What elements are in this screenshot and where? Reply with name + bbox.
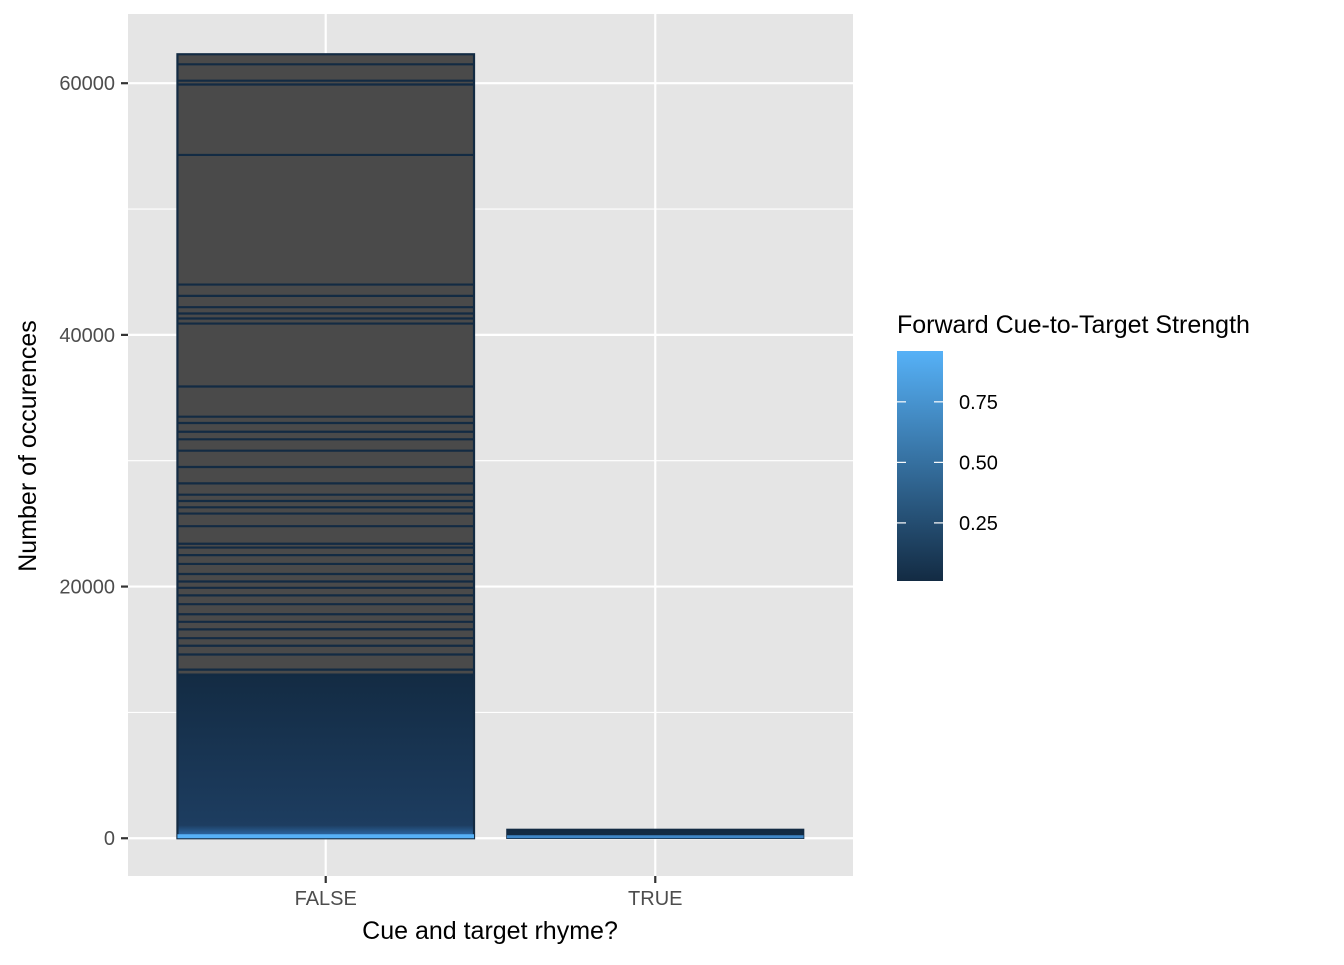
y-tick-label-3: 60000 [59, 73, 115, 95]
y-tick-label-0: 0 [104, 828, 115, 850]
bar-false-gradient-region [177, 674, 475, 839]
bar-false-base-segment [177, 834, 475, 839]
y-tick-label-2: 40000 [59, 325, 115, 347]
x-tick-label-false: FALSE [295, 888, 357, 910]
x-tick-label-true: TRUE [628, 888, 682, 910]
bar-true [506, 828, 805, 839]
bar-false [176, 53, 476, 840]
bar-true-base-segment [506, 835, 804, 839]
legend-colorbar [897, 351, 943, 581]
legend-title: Forward Cue-to-Target Strength [897, 311, 1250, 339]
y-axis-title: Number of occurences [14, 320, 42, 572]
y-tick-label-1: 20000 [59, 577, 115, 599]
x-axis-title: Cue and target rhyme? [362, 917, 618, 945]
legend-tick-label-2: 0.75 [959, 392, 998, 414]
legend-tick-label-0: 0.25 [959, 513, 998, 535]
legend-tick-label-1: 0.50 [959, 452, 998, 474]
